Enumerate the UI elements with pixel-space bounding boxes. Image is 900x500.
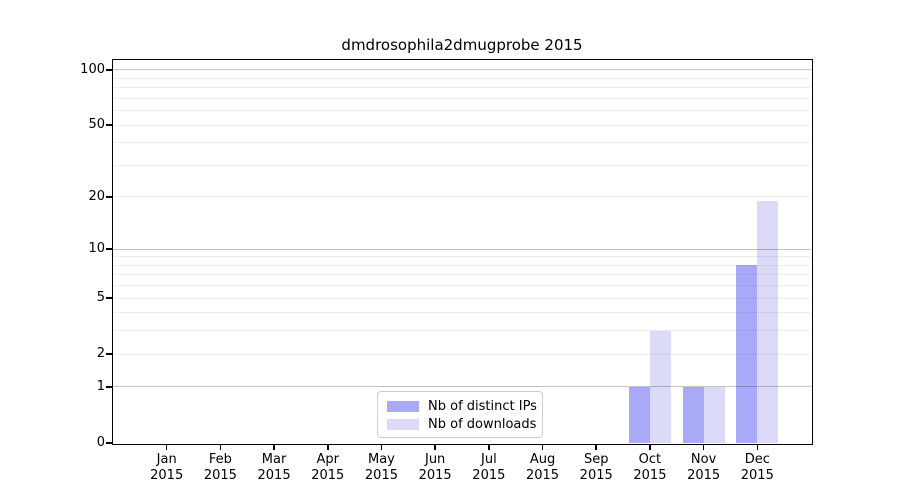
y-tick-label: 0 xyxy=(96,435,105,450)
legend-swatch-downloads xyxy=(387,419,419,430)
minor-gridline xyxy=(113,124,811,126)
y-tick-mark xyxy=(106,69,112,71)
bar-downloads xyxy=(649,330,671,443)
x-tick-mark xyxy=(488,444,490,450)
x-tick-mark xyxy=(380,444,383,450)
y-tick-mark xyxy=(106,353,112,355)
minor-gridline xyxy=(113,312,811,314)
x-tick-mark xyxy=(165,444,168,450)
y-tick-mark xyxy=(106,442,112,444)
chart-title: dmdrosophila2dmugprobe 2015 xyxy=(341,36,583,54)
legend-swatch-distinct-ips xyxy=(387,401,419,412)
minor-gridline xyxy=(113,97,811,99)
plot-area xyxy=(113,60,811,443)
minor-gridline xyxy=(113,285,811,287)
minor-gridline xyxy=(113,274,811,276)
minor-gridline xyxy=(113,164,811,166)
x-tick-label: Apr 2015 xyxy=(311,452,345,483)
x-tick-label: Mar 2015 xyxy=(257,452,291,483)
minor-gridline xyxy=(113,330,811,332)
y-tick-mark xyxy=(106,124,112,126)
x-tick-mark xyxy=(595,444,597,450)
x-tick-label: Oct 2015 xyxy=(633,452,667,483)
y-tick-label: 10 xyxy=(88,241,105,257)
y-tick-mark xyxy=(106,386,112,388)
legend-item-downloads: Nb of downloads xyxy=(387,416,542,433)
y-tick-label: 2 xyxy=(96,346,105,362)
y-tick-label: 1 xyxy=(96,378,105,394)
bar-distinct-ips xyxy=(682,386,704,443)
x-tick-label: Nov 2015 xyxy=(687,452,721,483)
x-tick-mark xyxy=(702,444,705,450)
x-tick-label: Dec 2015 xyxy=(740,452,774,483)
minor-gridline xyxy=(113,77,811,79)
minor-gridline xyxy=(113,256,811,258)
y-tick-label: 100 xyxy=(80,61,105,77)
x-tick-mark xyxy=(541,444,544,450)
minor-gridline xyxy=(113,297,811,299)
x-tick-label: Jun 2015 xyxy=(418,452,452,483)
x-tick-label: Aug 2015 xyxy=(525,452,560,483)
x-tick-label: May 2015 xyxy=(364,452,398,483)
x-tick-mark xyxy=(273,444,275,450)
x-tick-mark xyxy=(756,444,759,450)
bar-distinct-ips xyxy=(736,265,758,443)
y-tick-mark xyxy=(106,297,112,299)
y-tick-label: 5 xyxy=(96,290,105,306)
x-tick-mark xyxy=(434,444,436,450)
x-tick-label: Jan 2015 xyxy=(150,452,184,483)
x-tick-label: Sep 2015 xyxy=(579,452,613,483)
bar-downloads xyxy=(757,200,779,443)
y-tick-mark xyxy=(106,196,112,198)
legend: Nb of distinct IPs Nb of downloads xyxy=(377,391,543,438)
minor-gridline xyxy=(113,196,811,198)
y-tick-label: 20 xyxy=(88,188,105,204)
x-tick-mark xyxy=(649,444,651,450)
minor-gridline xyxy=(113,353,811,355)
y-tick-mark xyxy=(106,248,112,250)
y-tick-label: 50 xyxy=(88,117,105,133)
minor-gridline xyxy=(113,264,811,266)
legend-label-distinct-ips: Nb of distinct IPs xyxy=(428,398,537,414)
major-gridline xyxy=(113,248,811,250)
x-tick-mark xyxy=(219,444,222,450)
legend-label-downloads: Nb of downloads xyxy=(428,416,537,432)
x-tick-mark xyxy=(327,444,329,450)
legend-item-distinct-ips: Nb of distinct IPs xyxy=(387,398,542,415)
minor-gridline xyxy=(113,110,811,112)
bar-downloads xyxy=(703,386,725,443)
major-gridline xyxy=(113,69,811,71)
x-tick-label: Jul 2015 xyxy=(472,452,506,483)
minor-gridline xyxy=(113,87,811,89)
major-gridline xyxy=(113,386,811,388)
bar-distinct-ips xyxy=(628,386,650,443)
x-tick-label: Feb 2015 xyxy=(203,452,237,483)
minor-gridline xyxy=(113,142,811,144)
